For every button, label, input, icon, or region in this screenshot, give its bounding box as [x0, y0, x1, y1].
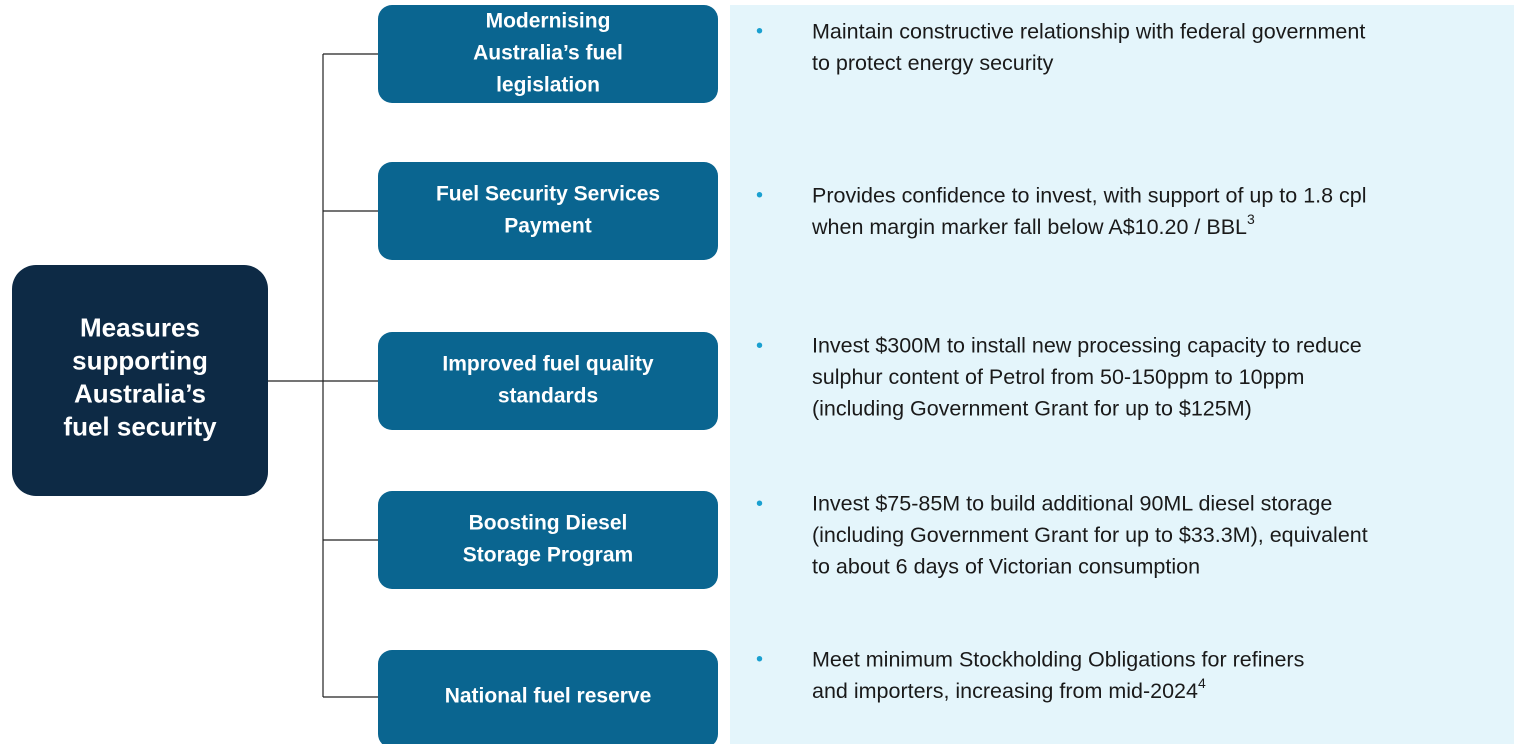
root-box	[12, 265, 268, 496]
bullet: •	[756, 185, 763, 207]
node-label: legislation	[496, 74, 600, 97]
node-box	[378, 5, 718, 103]
bullet-line: (including Government Grant for up to $1…	[812, 396, 1252, 420]
node-box	[378, 162, 718, 260]
node-label: Modernising	[486, 10, 611, 33]
node-label: Improved fuel quality	[442, 353, 654, 376]
detail-panel	[730, 5, 1514, 744]
bullet-line: Meet minimum Stockholding Obligations fo…	[812, 647, 1304, 671]
node-box	[378, 650, 718, 744]
bullet-text: to protect energy security	[812, 50, 1054, 74]
superscript: 3	[1247, 210, 1255, 226]
bullet-text: (including Government Grant for up to $3…	[812, 523, 1368, 547]
root-label: Australia’s	[74, 378, 206, 408]
bullet-text: and importers, increasing from mid-20244	[812, 674, 1206, 702]
bullet-line: to protect energy security	[812, 50, 1054, 74]
bullet-text: to about 6 days of Victorian consumption	[812, 554, 1200, 578]
bullet-text: Meet minimum Stockholding Obligations fo…	[812, 647, 1304, 671]
bullet: •	[756, 493, 763, 515]
bullet-text: when margin marker fall below A$10.20 / …	[811, 210, 1255, 238]
bullet-text: (including Government Grant for up to $1…	[812, 396, 1252, 420]
node-label: Fuel Security Services	[436, 183, 660, 206]
root-label: Measures	[80, 312, 200, 342]
bullet-line: (including Government Grant for up to $3…	[812, 523, 1368, 547]
bullet-line: and importers, increasing from mid-2024	[812, 678, 1198, 702]
node-label: Australia’s fuel	[473, 42, 623, 65]
root-label: supporting	[72, 345, 208, 375]
bullet-text: Invest $300M to install new processing c…	[812, 333, 1362, 357]
bullet-text: Maintain constructive relationship with …	[812, 19, 1365, 43]
node-label: Payment	[504, 215, 592, 238]
node-box	[378, 491, 718, 589]
bullet-line: when margin marker fall below A$10.20 / …	[811, 214, 1247, 238]
bullet-text: sulphur content of Petrol from 50-150ppm…	[812, 365, 1304, 389]
bullet-line: sulphur content of Petrol from 50-150ppm…	[812, 365, 1304, 389]
bullet-text: Provides confidence to invest, with supp…	[812, 183, 1367, 207]
bullet: •	[756, 21, 763, 43]
bullet-line: Invest $75-85M to build additional 90ML …	[812, 491, 1332, 515]
node-label: standards	[498, 385, 598, 408]
node-box	[378, 332, 718, 430]
node-label: National fuel reserve	[445, 685, 652, 708]
superscript: 4	[1198, 674, 1206, 690]
node-label: Storage Program	[463, 544, 633, 567]
node-label: Boosting Diesel	[469, 512, 628, 535]
bullet-line: to about 6 days of Victorian consumption	[812, 554, 1200, 578]
bullet-line: Provides confidence to invest, with supp…	[812, 183, 1367, 207]
bullet-line: Maintain constructive relationship with …	[812, 19, 1365, 43]
bullet: •	[756, 649, 763, 671]
bullet-text: Invest $75-85M to build additional 90ML …	[812, 491, 1332, 515]
bullet-line: Invest $300M to install new processing c…	[812, 333, 1362, 357]
bullet: •	[756, 335, 763, 357]
root-label: fuel security	[63, 411, 217, 441]
